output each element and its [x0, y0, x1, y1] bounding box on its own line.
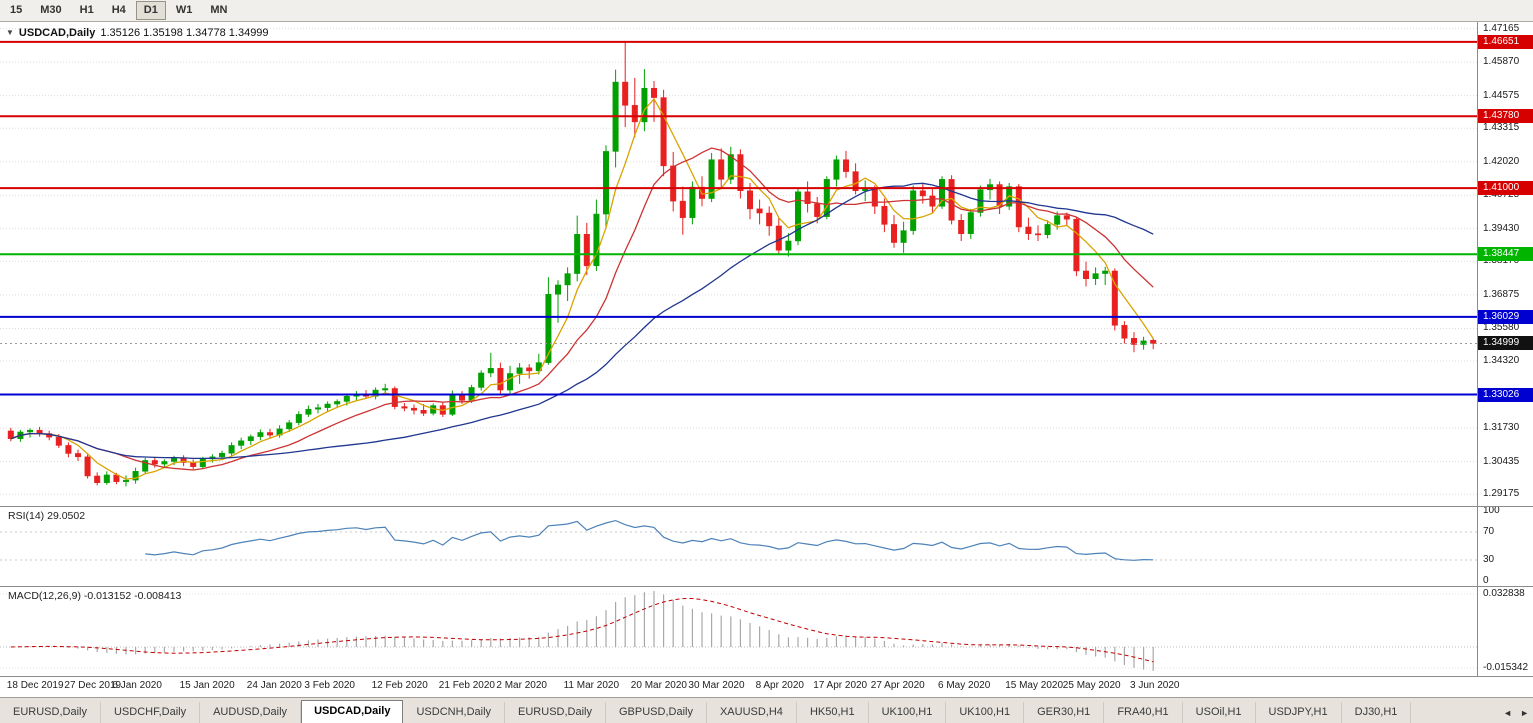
chart-tab-uk100-h1[interactable]: UK100,H1	[869, 702, 947, 723]
date-label: 15 May 2020	[1005, 680, 1064, 691]
moving-average-line-34	[10, 182, 1154, 460]
rsi-panel[interactable]	[0, 506, 1477, 586]
level-price-badge: 1.38447	[1478, 247, 1533, 262]
chart-tab-uk100-h1[interactable]: UK100,H1	[946, 702, 1025, 723]
chart-ohlc-values: 1.35126 1.35198 1.34778 1.34999	[100, 27, 269, 39]
chart-tabs-bar: EURUSD,Daily USDCHF,Daily AUDUSD,Daily USDC…	[0, 697, 1533, 723]
chart-tab-ger30-h1[interactable]: GER30,H1	[1024, 702, 1105, 723]
rsi-axis-label: 100	[1483, 505, 1500, 516]
date-label: 18 Dec 2019	[6, 680, 64, 691]
timeframe-button-m30[interactable]: M30	[40, 4, 62, 16]
macd-axis-min-label: -0.015342	[1483, 662, 1529, 673]
level-price-badge: 1.36029	[1478, 309, 1533, 324]
moving-average-line-12	[10, 147, 1154, 471]
price-axis-label: 1.35580	[1483, 322, 1520, 334]
rsi-indicator-label: RSI(14) 29.0502	[8, 510, 85, 522]
price-axis-label: 1.47165	[1483, 22, 1520, 34]
date-label: 6 Jan 2020	[112, 680, 162, 691]
date-label: 27 Apr 2020	[870, 680, 925, 691]
grid-layer	[0, 28, 1477, 495]
timeframe-toolbar: 15 M30 H1 H4 D1 W1 MN	[0, 0, 1533, 22]
chart-tab-eurusd-daily[interactable]: EURUSD,Daily	[505, 702, 606, 723]
level-price-badge: 1.33026	[1478, 387, 1533, 402]
chart-tab-eurusd-daily[interactable]: EURUSD,Daily	[0, 702, 101, 723]
price-axis-label: 1.30435	[1483, 455, 1520, 467]
chart-tab-usdjpy-h1[interactable]: USDJPY,H1	[1256, 702, 1342, 723]
price-axis-label: 1.29175	[1483, 488, 1520, 500]
time-axis[interactable]: 18 Dec 2019 27 Dec 2019 6 Jan 2020 15 Jan 2…	[0, 677, 1477, 697]
date-label: 27 Dec 2019	[64, 680, 122, 691]
macd-histogram	[19, 591, 1154, 671]
price-axis-label: 1.31730	[1483, 422, 1520, 434]
timeframe-button-h4[interactable]: H4	[111, 4, 126, 16]
tabs-scroll-left-icon[interactable]: ◄	[1503, 708, 1513, 718]
macd-panel[interactable]	[0, 586, 1477, 676]
timeframe-button-w1[interactable]: W1	[175, 4, 193, 16]
date-label: 21 Feb 2020	[438, 680, 495, 691]
date-label: 11 Mar 2020	[563, 680, 619, 691]
moving-average-line-5	[10, 97, 1154, 480]
date-label: 3 Feb 2020	[304, 680, 355, 691]
chart-tab-hk50-h1[interactable]: HK50,H1	[797, 702, 869, 723]
date-label: 25 May 2020	[1062, 680, 1121, 691]
chart-tab-xauusd-h4[interactable]: XAUUSD,H4	[707, 702, 797, 723]
candles-layer	[7, 40, 1157, 487]
price-axis-label: 1.43315	[1483, 122, 1520, 134]
chart-tab-usdcad-daily[interactable]: USDCAD,Daily	[301, 700, 404, 723]
chart-tab-fra40-h1[interactable]: FRA40,H1	[1104, 702, 1183, 723]
date-label: 15 Jan 2020	[179, 680, 235, 691]
date-label: 6 May 2020	[938, 680, 991, 691]
date-label: 2 Mar 2020	[496, 680, 547, 691]
chart-symbol-label: USDCAD,Daily	[18, 27, 96, 39]
price-axis-label: 1.36875	[1483, 288, 1520, 300]
date-label: 17 Apr 2020	[813, 680, 868, 691]
chart-tab-usoil-h1[interactable]: USOil,H1	[1183, 702, 1256, 723]
chart-tab-dj30-h1[interactable]: DJ30,H1	[1342, 702, 1412, 723]
timeframe-button-h1[interactable]: H1	[79, 4, 94, 16]
timeframe-button-15[interactable]: 15	[10, 4, 23, 16]
macd-signal-line	[10, 597, 1154, 663]
chart-tab-gbpusd-daily[interactable]: GBPUSD,Daily	[606, 702, 707, 723]
macd-axis-max-label: 0.032838	[1483, 588, 1525, 599]
date-label: 3 Jun 2020	[1130, 680, 1180, 691]
timeframe-button-d1[interactable]: D1	[135, 1, 166, 20]
date-label: 20 Mar 2020	[630, 680, 687, 691]
rsi-value: 29.0502	[47, 510, 86, 522]
current-price-badge: 1.34999	[1478, 336, 1533, 351]
collapse-chart-icon[interactable]: ▼	[6, 28, 14, 37]
tabs-scroll-right-icon[interactable]: ►	[1520, 708, 1529, 718]
rsi-name: RSI(14)	[8, 510, 45, 522]
macd-name: MACD(12,26,9)	[8, 590, 81, 602]
price-axis-label: 1.39430	[1483, 222, 1520, 234]
date-label: 8 Apr 2020	[755, 680, 804, 691]
timeframe-button-mn[interactable]: MN	[210, 4, 228, 16]
rsi-axis-label: 0	[1483, 575, 1489, 586]
price-axis-label: 1.42020	[1483, 155, 1520, 167]
panel-separator	[0, 676, 1533, 677]
main-price-panel[interactable]	[0, 22, 1477, 506]
date-label: 30 Mar 2020	[688, 680, 745, 691]
price-axis[interactable]: 1.471651.458701.445751.433151.420201.407…	[1477, 22, 1533, 676]
chart-tab-audusd-daily[interactable]: AUDUSD,Daily	[200, 702, 302, 723]
panel-separator[interactable]	[0, 586, 1533, 587]
date-label: 12 Feb 2020	[371, 680, 428, 691]
chart-tab-usdchf-daily[interactable]: USDCHF,Daily	[101, 702, 201, 723]
level-price-badge: 1.41000	[1478, 181, 1533, 196]
level-lines-layer	[0, 40, 1477, 396]
level-price-badge: 1.43780	[1478, 109, 1533, 124]
macd-values: -0.013152 -0.008413	[83, 590, 182, 602]
price-axis-label: 1.34320	[1483, 355, 1520, 367]
panel-separator[interactable]	[0, 506, 1533, 507]
rsi-line	[145, 519, 1154, 561]
macd-indicator-label: MACD(12,26,9) -0.013152 -0.008413	[8, 590, 181, 602]
price-axis-label: 1.45870	[1483, 56, 1520, 68]
date-label: 24 Jan 2020	[246, 680, 302, 691]
chart-tab-usdcnh-daily[interactable]: USDCNH,Daily	[403, 702, 506, 723]
rsi-axis-label: 70	[1483, 526, 1495, 537]
price-axis-label: 1.44575	[1483, 89, 1520, 101]
rsi-axis-label: 30	[1483, 554, 1495, 565]
chart-title: ▼ USDCAD,Daily 1.35126 1.35198 1.34778 1…	[6, 27, 269, 39]
level-price-badge: 1.46651	[1478, 34, 1533, 49]
